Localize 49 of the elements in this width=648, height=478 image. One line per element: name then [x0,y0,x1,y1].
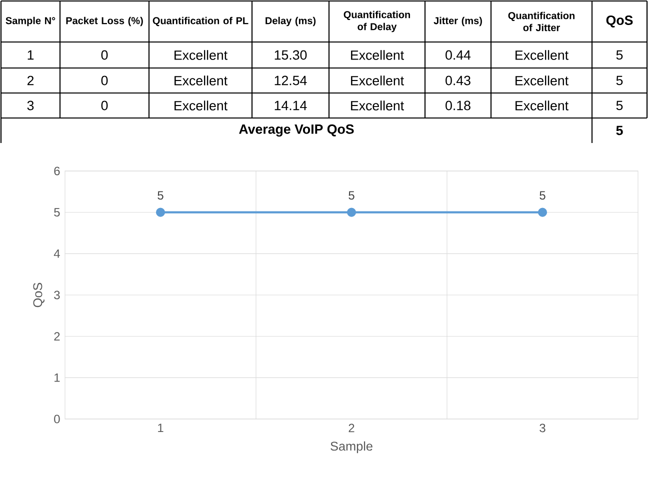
category-label: Quantification of Delay [344,10,410,32]
category-label: Jitter (ms) [434,16,482,26]
y-tick-label: 3 [54,290,60,300]
y-tick-label: 5 [54,208,60,217]
text: Excellent [516,50,568,60]
category-label: QoS [606,16,633,28]
text: 12.54 [274,76,307,86]
text: 5 [616,126,623,136]
text: 0 [101,100,108,110]
y-tick-label: 1 [54,374,60,382]
x-axis-title: Sample [330,441,372,454]
text: 2 [27,76,34,86]
text: Average VoIP QoS [239,124,354,137]
text: 5 [616,50,623,60]
text: 5 [616,76,623,86]
text: Excellent [516,76,568,86]
category-label: Delay (ms) [266,16,316,26]
text: Excellent [174,100,228,110]
text: Excellent [174,50,228,60]
data-label: 5 [158,191,164,200]
text: 5 [616,100,623,110]
text: 0.18 [446,100,470,110]
y-tick-label: 2 [54,332,60,341]
text: 15.30 [274,50,307,60]
text: Excellent [516,100,568,110]
x-tick-label: 3 [540,424,546,432]
text: 3 [27,100,34,110]
text: 0.44 [446,50,471,60]
text: Excellent [351,100,404,110]
text: Excellent [351,50,404,60]
y-axis-title: QoS [33,282,44,308]
text: 0 [101,76,108,86]
y-tick-label: 0 [54,414,60,424]
category-label: Quantification of Jitter [508,12,574,32]
text: Excellent [351,76,404,86]
text: 14.14 [274,100,307,110]
category-label: Packet Loss (%) [66,16,143,26]
text: Excellent [174,76,228,86]
text: 1 [28,50,34,60]
text: 0.43 [446,76,470,86]
y-tick-label: 4 [54,250,60,258]
data-label: 5 [540,191,546,200]
category-label: Quantification of PL [152,16,248,26]
x-tick-label: 1 [158,424,164,432]
category-label: Sample N° [6,16,56,26]
y-tick-label: 6 [54,166,60,176]
data-label: 5 [348,191,354,200]
text: 0 [101,50,108,60]
x-tick-label: 2 [348,424,354,432]
